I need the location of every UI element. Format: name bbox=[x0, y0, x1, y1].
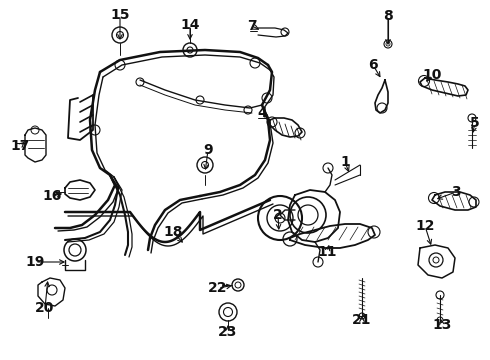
Text: 16: 16 bbox=[42, 189, 62, 203]
Text: 13: 13 bbox=[432, 318, 452, 332]
Text: 22: 22 bbox=[208, 281, 228, 295]
Text: 6: 6 bbox=[368, 58, 378, 72]
Text: 11: 11 bbox=[317, 245, 337, 259]
Text: 1: 1 bbox=[340, 155, 350, 169]
Text: 19: 19 bbox=[25, 255, 45, 269]
Text: 15: 15 bbox=[110, 8, 130, 22]
Text: 21: 21 bbox=[352, 313, 372, 327]
Text: 14: 14 bbox=[180, 18, 200, 32]
Text: 10: 10 bbox=[422, 68, 441, 82]
Text: 4: 4 bbox=[257, 106, 267, 120]
Text: 12: 12 bbox=[415, 219, 435, 233]
Text: 20: 20 bbox=[35, 301, 55, 315]
Text: 23: 23 bbox=[219, 325, 238, 339]
Text: 9: 9 bbox=[203, 143, 213, 157]
Text: 5: 5 bbox=[470, 116, 480, 130]
Text: 3: 3 bbox=[451, 185, 461, 199]
Text: 17: 17 bbox=[10, 139, 30, 153]
Text: 7: 7 bbox=[247, 19, 257, 33]
Text: 8: 8 bbox=[383, 9, 393, 23]
Text: 18: 18 bbox=[163, 225, 183, 239]
Text: 2: 2 bbox=[273, 208, 283, 222]
